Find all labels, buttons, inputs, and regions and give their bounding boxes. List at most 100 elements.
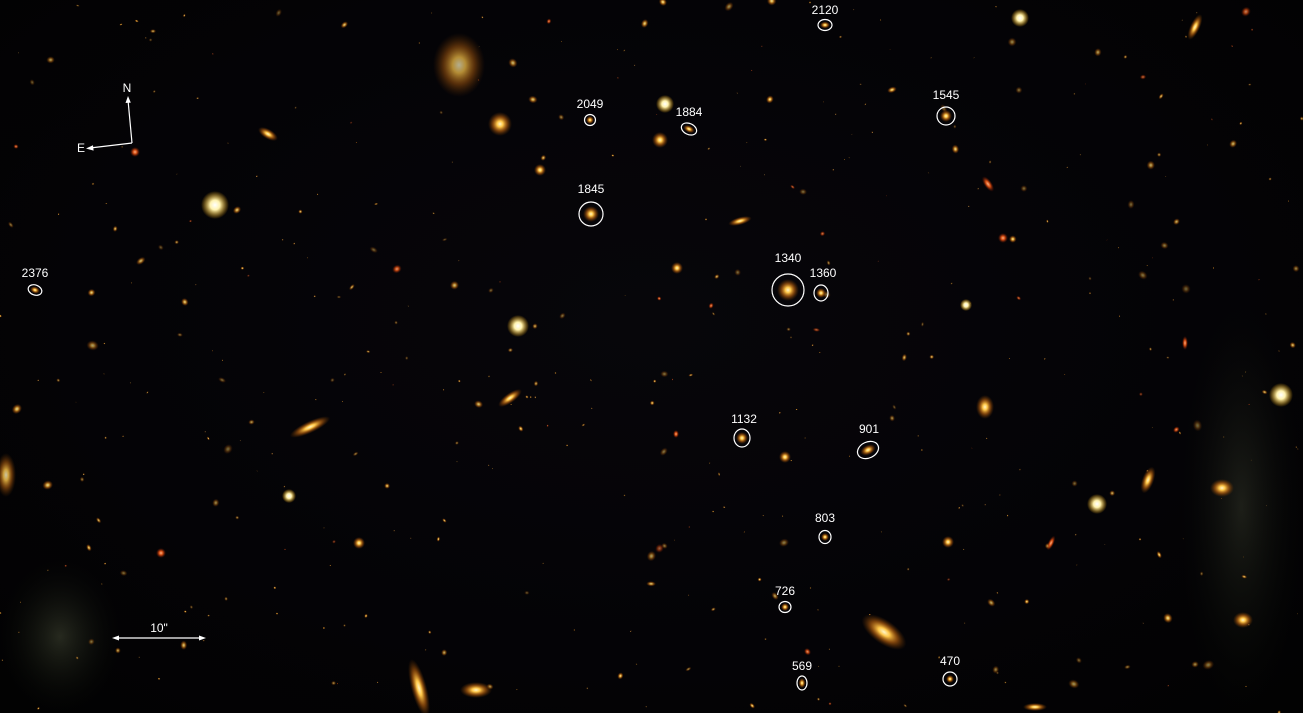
background-galaxy: [1079, 153, 1082, 156]
background-galaxy: [91, 182, 95, 186]
background-galaxy: [655, 543, 664, 553]
background-galaxy: [790, 184, 796, 190]
galaxy-label: 2120: [812, 3, 839, 17]
background-galaxy: [1191, 661, 1199, 668]
background-galaxy: [826, 260, 831, 266]
background-galaxy: [1015, 86, 1023, 94]
background-galaxy: [573, 629, 576, 631]
background-galaxy: [1242, 556, 1245, 558]
background-galaxy: [1245, 685, 1247, 688]
background-galaxy: [152, 90, 156, 93]
background-galaxy: [332, 539, 336, 544]
background-galaxy: [528, 95, 538, 104]
background-galaxy: [1192, 419, 1203, 432]
background-galaxy: [629, 630, 632, 633]
background-galaxy: [743, 531, 746, 533]
scale-bar-label: 10": [150, 621, 168, 635]
background-galaxy: [565, 444, 569, 447]
background-galaxy: [655, 113, 658, 116]
background-galaxy: [649, 400, 655, 406]
background-galaxy: [624, 294, 626, 297]
background-galaxy: [336, 682, 339, 685]
background-galaxy: [750, 69, 753, 72]
background-galaxy: [901, 353, 907, 362]
background-galaxy: [394, 320, 398, 325]
background-galaxy: [1084, 83, 1086, 85]
background-galaxy: [653, 379, 657, 383]
background-galaxy: [1265, 313, 1267, 315]
background-galaxy: [211, 53, 214, 55]
background-galaxy: [36, 706, 40, 710]
galaxy-label: 1360: [810, 266, 837, 280]
marker-ring: [942, 671, 958, 687]
bright-galaxy: [433, 33, 485, 97]
background-galaxy: [281, 238, 284, 241]
background-galaxy: [487, 464, 490, 467]
background-galaxy: [1139, 74, 1147, 80]
bright-star: [507, 315, 529, 337]
background-galaxy: [1, 659, 4, 662]
background-galaxy: [88, 638, 95, 646]
background-galaxy: [1163, 613, 1173, 624]
background-galaxy: [963, 548, 965, 551]
background-galaxy: [442, 388, 445, 391]
background-galaxy: [766, 95, 774, 104]
background-galaxy: [510, 403, 512, 406]
background-galaxy: [953, 124, 957, 129]
background-galaxy: [708, 462, 711, 464]
background-galaxy: [660, 370, 669, 378]
background-galaxy: [1160, 241, 1169, 250]
compass: N E: [77, 81, 133, 155]
background-galaxy: [816, 697, 821, 701]
background-galaxy: [781, 515, 784, 517]
background-galaxy: [540, 154, 547, 161]
north-label: N: [123, 81, 132, 95]
background-galaxy: [212, 498, 220, 507]
corner-noise: [0, 560, 120, 713]
background-galaxy: [851, 133, 853, 135]
background-galaxy: [985, 437, 988, 440]
background-galaxy: [688, 526, 691, 528]
background-galaxy: [227, 142, 229, 144]
background-galaxy: [18, 51, 20, 54]
background-galaxy: [330, 377, 335, 383]
background-galaxy: [1158, 93, 1164, 100]
background-galaxy: [1212, 266, 1215, 270]
background-galaxy: [454, 441, 459, 445]
background-galaxy: [834, 113, 837, 116]
background-galaxy: [355, 141, 358, 144]
background-galaxy: [103, 562, 106, 565]
background-galaxy: [951, 144, 960, 154]
bright-galaxy: [289, 416, 331, 438]
background-galaxy: [559, 312, 566, 319]
background-galaxy: [554, 372, 557, 374]
background-galaxy: [86, 544, 92, 552]
background-galaxy: [950, 282, 953, 285]
background-galaxy: [384, 482, 391, 489]
background-galaxy: [432, 212, 435, 215]
background-galaxy: [369, 246, 378, 254]
scale-bar-left-arrowhead: [112, 635, 119, 641]
background-galaxy: [838, 35, 843, 39]
bright-galaxy: [1233, 612, 1253, 628]
background-galaxy: [994, 5, 998, 8]
background-galaxy: [1046, 219, 1049, 224]
bright-galaxy: [652, 132, 668, 148]
background-galaxy: [298, 209, 303, 214]
background-galaxy: [717, 472, 721, 477]
bright-galaxy: [1187, 14, 1203, 40]
background-galaxy: [843, 158, 846, 161]
background-galaxy: [804, 648, 811, 656]
background-galaxy: [146, 391, 149, 394]
background-galaxy: [1247, 83, 1252, 86]
background-galaxy: [1146, 160, 1155, 170]
scale-bar: 10": [112, 621, 206, 641]
background-galaxy: [223, 444, 233, 455]
background-galaxy: [1181, 284, 1191, 294]
background-galaxy: [1103, 543, 1106, 545]
background-galaxy: [336, 295, 342, 299]
background-galaxy: [100, 583, 103, 585]
background-galaxy: [1250, 459, 1253, 461]
background-galaxy: [189, 605, 194, 610]
background-galaxy: [79, 476, 85, 482]
